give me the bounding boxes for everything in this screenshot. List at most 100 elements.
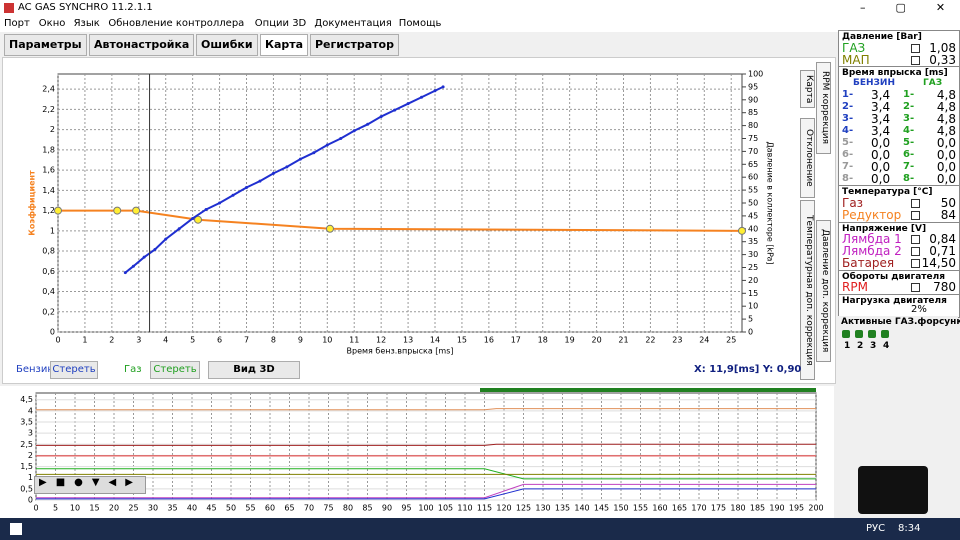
x-tick-label: 21 [618,336,628,345]
gas-time: 4,8 [936,100,956,114]
data-point [218,201,222,205]
y2-tick-label: 25 [748,263,758,272]
tab[interactable]: Регистратор [310,34,399,56]
petrol-time: 3,4 [871,112,891,126]
side-tab[interactable]: Давление доп. коррекция [816,220,831,362]
checkbox[interactable] [911,199,920,208]
x-tick-label: 200 [808,504,823,513]
data-point [153,247,157,251]
x-tick-label: 5 [190,336,195,345]
tab[interactable]: Автонастройка [89,34,195,56]
data-point [339,137,343,140]
data-point [312,151,316,155]
data-point [285,165,289,169]
x-tick-label: 170 [691,504,706,513]
start-button[interactable] [10,523,22,535]
tab[interactable]: Карта [260,34,309,56]
y2-tick-label: 20 [748,276,758,285]
x-tick-label: 175 [711,504,726,513]
x-tick-label: 5 [53,504,58,513]
x-axis-label: Время бенз.впрыска [ms] [347,347,454,356]
checkbox[interactable] [911,44,920,53]
row-label: Газ [842,196,864,210]
side-tab[interactable]: Отклонение [800,118,815,198]
checkbox[interactable] [911,259,920,268]
gas-time: 0,0 [936,172,956,186]
gas-clear[interactable]: Стереть [150,361,200,379]
menu-item[interactable]: Обновление контроллера [108,18,245,29]
data-point [142,255,146,259]
view-3d[interactable]: Вид 3D [208,361,300,379]
data-point [366,122,370,126]
y2-tick-label: 40 [748,224,758,233]
y2-tick-label: 95 [748,82,758,91]
x-tick-label: 145 [594,504,609,513]
x-tick-label: 195 [789,504,804,513]
y2-tick-label: 75 [748,134,758,143]
cyl-label: 4- [842,125,854,136]
side-tab[interactable]: RPM коррекция [816,62,831,154]
y2-tick-label: 50 [748,199,758,208]
menu-item[interactable]: Окно [38,18,66,29]
x-tick-label: 125 [516,504,531,513]
y-tick-label: 1 [50,226,55,235]
y2-tick-label: 70 [748,147,758,156]
x-tick-label: 165 [672,504,687,513]
y2-tick-label: 85 [748,108,758,117]
checkbox[interactable] [911,56,920,65]
menu-bar: Порт Окно Язык Обновление контроллера Опции … [0,16,960,32]
x-tick-label: 160 [652,504,667,513]
row-value: 1,08 [929,41,956,55]
section-title: Нагрузка двигателя [842,296,947,306]
menu-item[interactable]: Язык [73,18,100,29]
player-controls[interactable]: ▶■●▼◀▶ [34,476,146,494]
checkbox[interactable] [911,283,920,292]
y-tick-label: 1,6 [42,166,55,175]
plot-area [57,73,743,333]
x-tick-label: 180 [730,504,745,513]
y2-tick-label: 100 [748,70,763,79]
checkbox[interactable] [911,211,920,220]
panel-section: Обороты двигателя RPM 780 [838,270,960,296]
load-value: 2% [911,304,927,315]
checkbox[interactable] [911,235,920,244]
x-tick-label: 40 [187,504,197,513]
y2-axis-label: Давление в коллекторе [kPa] [766,141,775,264]
tab[interactable]: Ошибки [196,34,258,56]
y-tick-label: 2,4 [42,85,55,94]
menu-item[interactable]: Помощь [398,18,442,29]
progress-bar [480,388,816,392]
data-point [177,227,181,231]
side-tab[interactable]: Карта [800,70,815,108]
row-value: 50 [940,196,956,210]
petrol-time: 0,0 [871,172,891,186]
x-tick-label: 60 [265,504,275,513]
y-tick-label: 2,5 [20,440,33,449]
x-tick-label: 15 [457,336,467,345]
menu-item[interactable]: Документация [314,18,392,29]
y2-tick-label: 60 [748,173,758,182]
x-tick-label: 18 [538,336,548,345]
petrol-clear[interactable]: Стереть [50,361,98,379]
tab[interactable]: Параметры [4,34,87,56]
y-tick-label: 0 [28,496,33,505]
y2-tick-label: 45 [748,211,758,220]
x-tick-label: 2 [109,336,114,345]
menu-item[interactable]: Порт [4,18,30,29]
panel-section: Нагрузка двигателя 2% [838,294,960,318]
injector-icon [855,330,863,338]
y-tick-label: 2 [28,451,33,460]
window-title: AC GAS SYNCHRO 11.2.1.1 [18,2,153,13]
row-value: 0,33 [929,53,956,67]
data-point [738,226,746,235]
menu-item[interactable]: Опции 3D [254,18,307,29]
y-tick-label: 0,2 [42,307,55,316]
switch-icon[interactable] [858,466,928,514]
side-tab[interactable]: Температурная доп. коррекция [800,200,815,380]
window-controls[interactable]: –▢✕ [860,1,945,14]
row-label: МАП [842,53,870,67]
data-point [379,115,383,119]
data-point [258,179,262,183]
gas-cyl-label: 3- [903,113,915,124]
checkbox[interactable] [911,247,920,256]
